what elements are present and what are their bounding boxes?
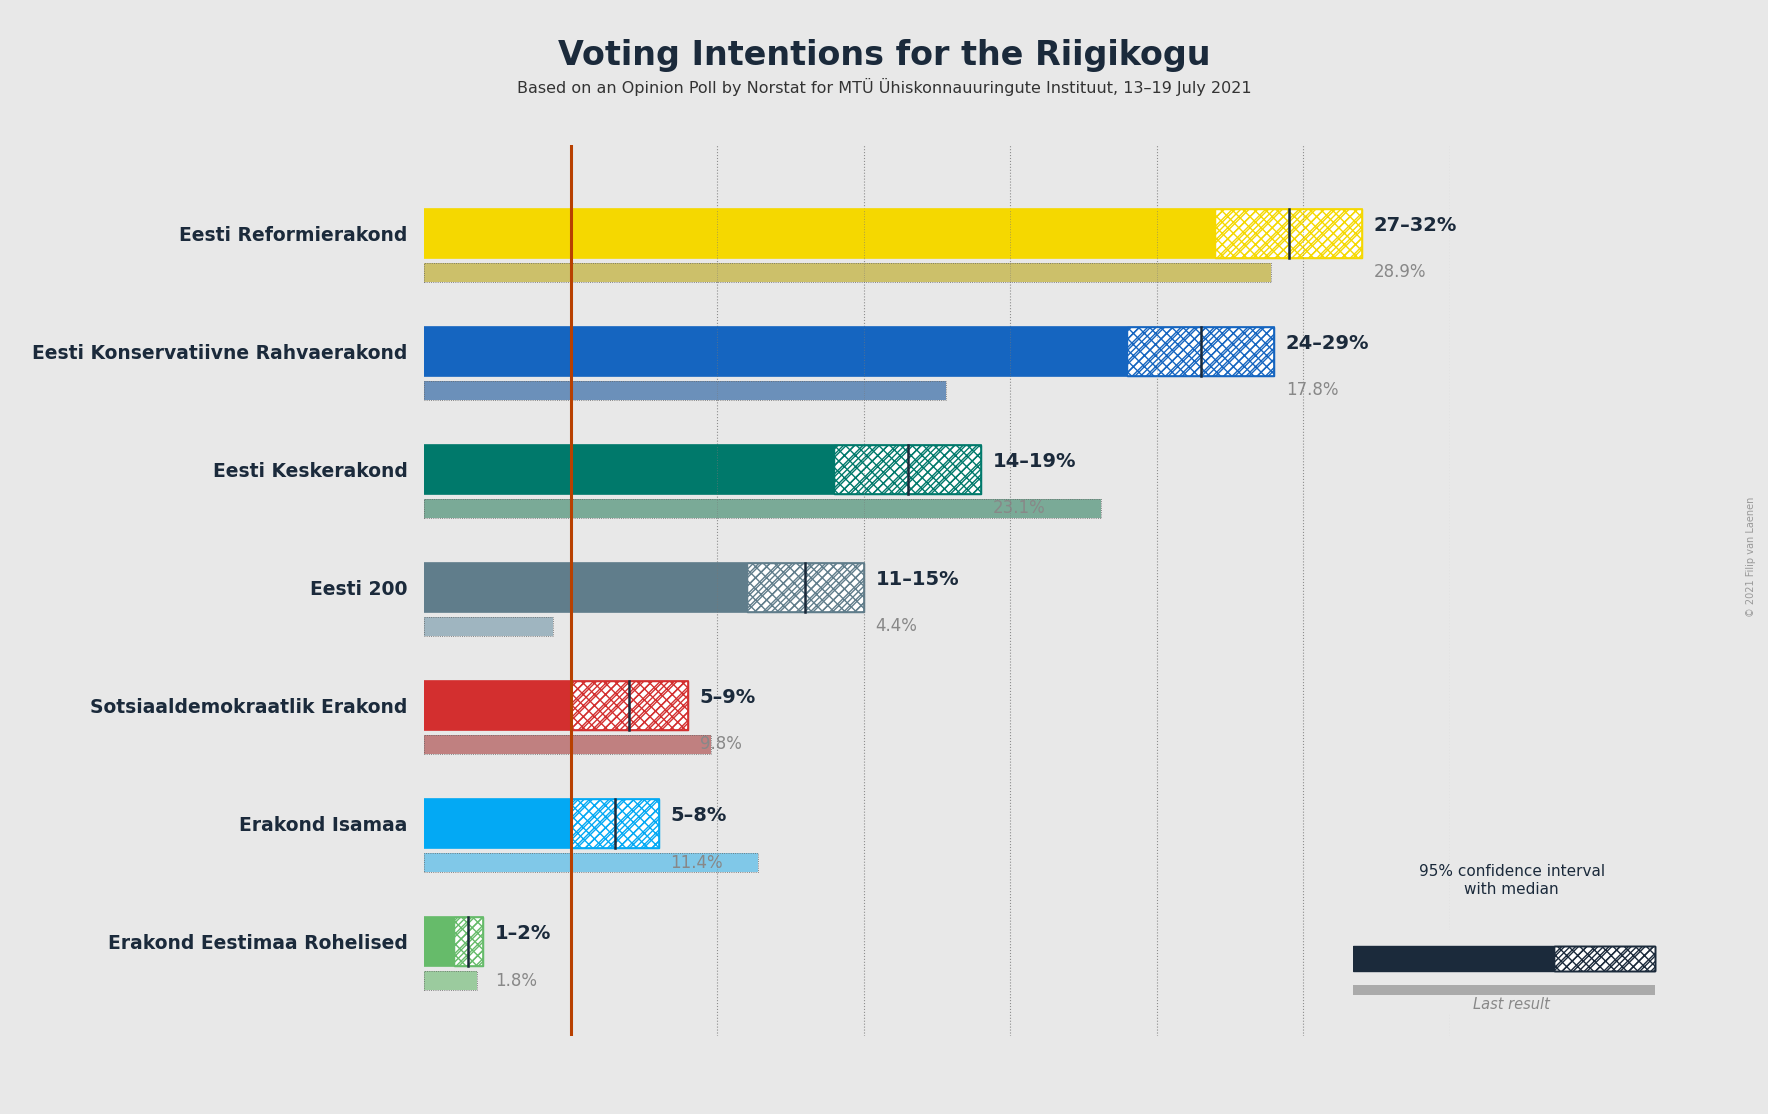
Bar (1215, 208, 1361, 258)
Text: 5–8%: 5–8% (670, 805, 727, 824)
Bar (424, 971, 477, 990)
Bar (424, 499, 1101, 518)
Bar (424, 326, 1128, 377)
Bar (1128, 326, 1275, 377)
Text: Based on an Opinion Poll by Norstat for MTÜ Ühiskonnauuringute Instituut, 13–19 : Based on an Opinion Poll by Norstat for … (516, 78, 1252, 96)
Bar (571, 799, 659, 849)
Bar (424, 381, 946, 400)
Bar (424, 735, 711, 754)
Bar (1353, 985, 1655, 996)
Text: 23.1%: 23.1% (992, 499, 1045, 517)
Bar (1353, 946, 1655, 970)
Text: 9.8%: 9.8% (700, 735, 741, 753)
Bar (424, 326, 1275, 377)
Bar (424, 208, 1215, 258)
Bar (424, 617, 553, 636)
Bar (424, 681, 571, 731)
Bar (424, 735, 711, 754)
Bar (454, 917, 483, 966)
Bar (454, 917, 483, 966)
Bar (424, 917, 483, 966)
Text: 11–15%: 11–15% (875, 569, 958, 588)
Bar (454, 917, 483, 966)
Text: 4.4%: 4.4% (875, 617, 918, 635)
Bar (424, 799, 571, 849)
Bar (1128, 326, 1275, 377)
Bar (834, 444, 981, 495)
Bar (746, 563, 865, 613)
Text: 95% confidence interval
with median: 95% confidence interval with median (1418, 864, 1605, 897)
Text: © 2021 Filip van Laenen: © 2021 Filip van Laenen (1745, 497, 1756, 617)
Bar (424, 617, 553, 636)
Bar (424, 681, 688, 731)
Bar (424, 971, 477, 990)
Bar (1554, 946, 1655, 970)
Bar (746, 563, 865, 613)
Text: 5–9%: 5–9% (700, 687, 757, 706)
Text: 27–32%: 27–32% (1374, 216, 1457, 235)
Bar (424, 799, 659, 849)
Bar (424, 444, 981, 495)
Bar (424, 263, 1271, 282)
Bar (424, 563, 865, 613)
Text: Voting Intentions for the Riigikogu: Voting Intentions for the Riigikogu (557, 39, 1211, 72)
Text: 17.8%: 17.8% (1285, 381, 1338, 399)
Bar (571, 681, 688, 731)
Bar (424, 499, 1101, 518)
Text: 14–19%: 14–19% (992, 451, 1077, 471)
Bar (746, 563, 865, 613)
Bar (424, 563, 746, 613)
Text: 1–2%: 1–2% (495, 924, 552, 942)
Bar (834, 444, 981, 495)
Bar (1215, 208, 1361, 258)
Text: Last result: Last result (1473, 997, 1551, 1013)
Text: 28.9%: 28.9% (1374, 263, 1427, 282)
Text: 1.8%: 1.8% (495, 971, 537, 989)
Bar (571, 681, 688, 731)
Bar (424, 381, 946, 400)
Bar (834, 444, 981, 495)
Bar (571, 799, 659, 849)
Bar (1554, 946, 1655, 970)
Bar (424, 263, 1271, 282)
Bar (424, 444, 834, 495)
Bar (1215, 208, 1361, 258)
Bar (424, 208, 1361, 258)
Text: 24–29%: 24–29% (1285, 333, 1368, 353)
Bar (424, 853, 758, 872)
Bar (571, 681, 688, 731)
Bar (1128, 326, 1275, 377)
Bar (424, 917, 454, 966)
Bar (571, 799, 659, 849)
Text: 11.4%: 11.4% (670, 853, 723, 871)
Bar (424, 853, 758, 872)
Bar (1554, 946, 1655, 970)
Bar (1353, 946, 1554, 970)
